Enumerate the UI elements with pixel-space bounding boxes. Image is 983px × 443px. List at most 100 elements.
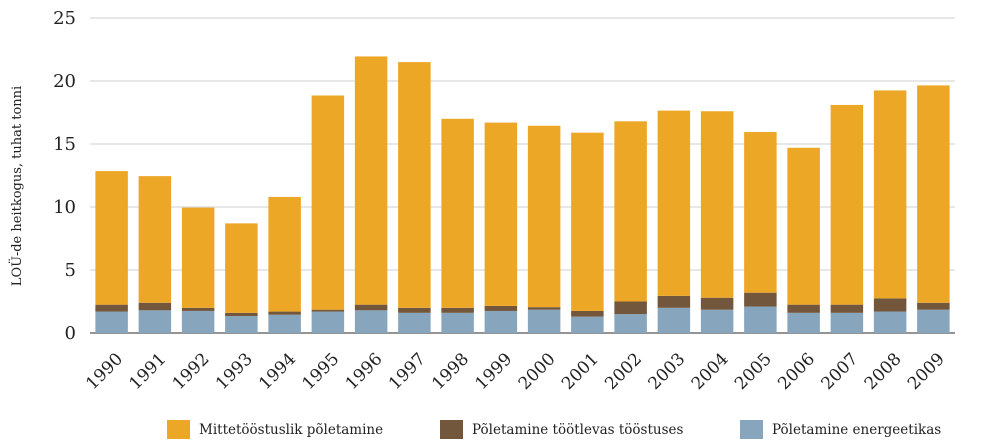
x-tick-label: 1990 — [82, 349, 127, 394]
x-tick-label: 1996 — [342, 349, 387, 394]
grid-lines — [90, 17, 955, 334]
legend-label-mittetoostuslik: Mittetööstuslik põletamine — [199, 421, 384, 438]
x-tick-label: 2003 — [645, 349, 690, 394]
bar-1995-series-1 — [311, 309, 345, 312]
bar-1999-series-1 — [484, 305, 518, 311]
x-tick-label: 1991 — [126, 349, 171, 394]
bar-2004-series-2 — [700, 111, 734, 298]
y-tick-label: 5 — [65, 260, 76, 281]
bar-2005-series-2 — [744, 132, 777, 293]
bar-1998-series-2 — [441, 118, 474, 308]
bar-2007-series-1 — [830, 304, 864, 313]
bar-2008-series-1 — [873, 298, 907, 312]
bar-1990-series-0 — [95, 311, 128, 333]
bar-1992-series-1 — [181, 307, 215, 311]
bar-2000-series-0 — [527, 309, 561, 333]
bar-1995-series-2 — [311, 95, 345, 310]
legend-label-energeetikas: Põletamine energeetikas — [772, 421, 942, 438]
bar-1998-series-1 — [441, 307, 474, 313]
bar-2006-series-2 — [787, 147, 820, 305]
bar-1993-series-0 — [225, 315, 258, 333]
bar-1991-series-2 — [138, 176, 172, 303]
bar-2002-series-0 — [614, 314, 647, 333]
bar-1993-series-1 — [225, 312, 258, 316]
x-tick-label: 2002 — [601, 349, 646, 394]
bar-2009-series-0 — [917, 309, 950, 333]
bar-1997-series-2 — [398, 62, 431, 308]
bar-2001-series-2 — [571, 132, 604, 311]
x-tick-label: 2008 — [861, 349, 906, 394]
bar-1990-series-2 — [95, 171, 128, 305]
bar-1993-series-2 — [225, 223, 258, 313]
bar-2001-series-1 — [571, 310, 604, 317]
bar-1997-series-0 — [398, 312, 431, 333]
bar-2009-series-1 — [917, 302, 950, 310]
bar-1997-series-1 — [398, 307, 431, 313]
bar-2000-series-2 — [527, 125, 561, 308]
x-tick-label: 1995 — [299, 349, 344, 394]
legend-item-tootlevas-toostuses: Põletamine töötlevas tööstuses — [440, 420, 683, 439]
bar-1991-series-0 — [138, 310, 172, 333]
y-tick-label: 15 — [53, 134, 76, 155]
bar-1995-series-0 — [311, 311, 345, 333]
x-tick-label: 2006 — [774, 349, 819, 394]
x-axis-ticks: 1990199119921993199419951996199719981999… — [82, 349, 948, 394]
x-tick-label: 1999 — [472, 349, 517, 394]
y-tick-label: 25 — [53, 8, 76, 29]
x-tick-label: 1998 — [428, 349, 473, 394]
x-tick-label: 1993 — [212, 349, 257, 394]
legend: Mittetööstuslik põletamine Põletamine tö… — [0, 420, 983, 442]
bar-1991-series-1 — [138, 302, 172, 311]
bar-1994-series-1 — [268, 311, 301, 315]
legend-label-tootlevas-toostuses: Põletamine töötlevas tööstuses — [472, 421, 684, 438]
bar-2009-series-2 — [917, 85, 950, 303]
bar-2002-series-2 — [614, 121, 647, 302]
bar-2003-series-1 — [657, 295, 691, 308]
y-axis-label: LOÜ-de heitkogus, tuhat tonni — [8, 86, 25, 286]
bar-2000-series-1 — [527, 307, 561, 310]
x-tick-label: 1992 — [169, 349, 214, 394]
bar-2005-series-1 — [744, 292, 777, 307]
bar-1994-series-2 — [268, 196, 301, 312]
x-tick-label: 2005 — [731, 349, 776, 394]
y-axis-ticks: 0 5 10 15 20 25 — [53, 8, 76, 344]
bars — [95, 56, 950, 333]
x-tick-label: 2004 — [688, 349, 733, 394]
bar-1999-series-0 — [484, 310, 518, 333]
bar-1992-series-0 — [181, 310, 215, 333]
legend-item-energeetikas: Põletamine energeetikas — [740, 420, 941, 439]
bar-2008-series-2 — [873, 90, 907, 299]
bar-1998-series-0 — [441, 312, 474, 333]
bar-1992-series-2 — [181, 207, 215, 308]
bar-2004-series-1 — [700, 297, 734, 310]
bar-2007-series-0 — [830, 312, 864, 333]
bar-2003-series-0 — [657, 307, 691, 333]
bar-1996-series-2 — [354, 56, 388, 305]
bar-2001-series-0 — [571, 316, 604, 333]
x-tick-label: 2009 — [904, 349, 949, 394]
y-tick-label: 20 — [53, 71, 76, 92]
x-tick-label: 2001 — [558, 349, 603, 394]
bar-2007-series-2 — [830, 104, 864, 305]
legend-item-mittetoostuslik: Mittetööstuslik põletamine — [167, 420, 383, 439]
bar-1990-series-1 — [95, 304, 128, 312]
bar-2002-series-1 — [614, 301, 647, 315]
bar-2003-series-2 — [657, 110, 691, 296]
y-tick-label: 0 — [65, 323, 76, 344]
bar-1996-series-1 — [354, 304, 388, 311]
bar-2008-series-0 — [873, 311, 907, 333]
x-tick-label: 1994 — [255, 349, 300, 394]
bar-1994-series-0 — [268, 314, 301, 333]
bar-1999-series-2 — [484, 122, 518, 306]
bar-2006-series-0 — [787, 312, 820, 333]
bar-2006-series-1 — [787, 304, 820, 313]
bar-1996-series-0 — [354, 310, 388, 333]
legend-swatch-energeetikas — [740, 420, 763, 439]
bar-2005-series-0 — [744, 306, 777, 333]
legend-swatch-tootlevas-toostuses — [440, 420, 463, 439]
x-tick-label: 2007 — [818, 349, 863, 394]
legend-swatch-mittetoostuslik — [167, 420, 190, 439]
x-tick-label: 1997 — [385, 349, 430, 394]
bar-2004-series-0 — [700, 309, 734, 333]
